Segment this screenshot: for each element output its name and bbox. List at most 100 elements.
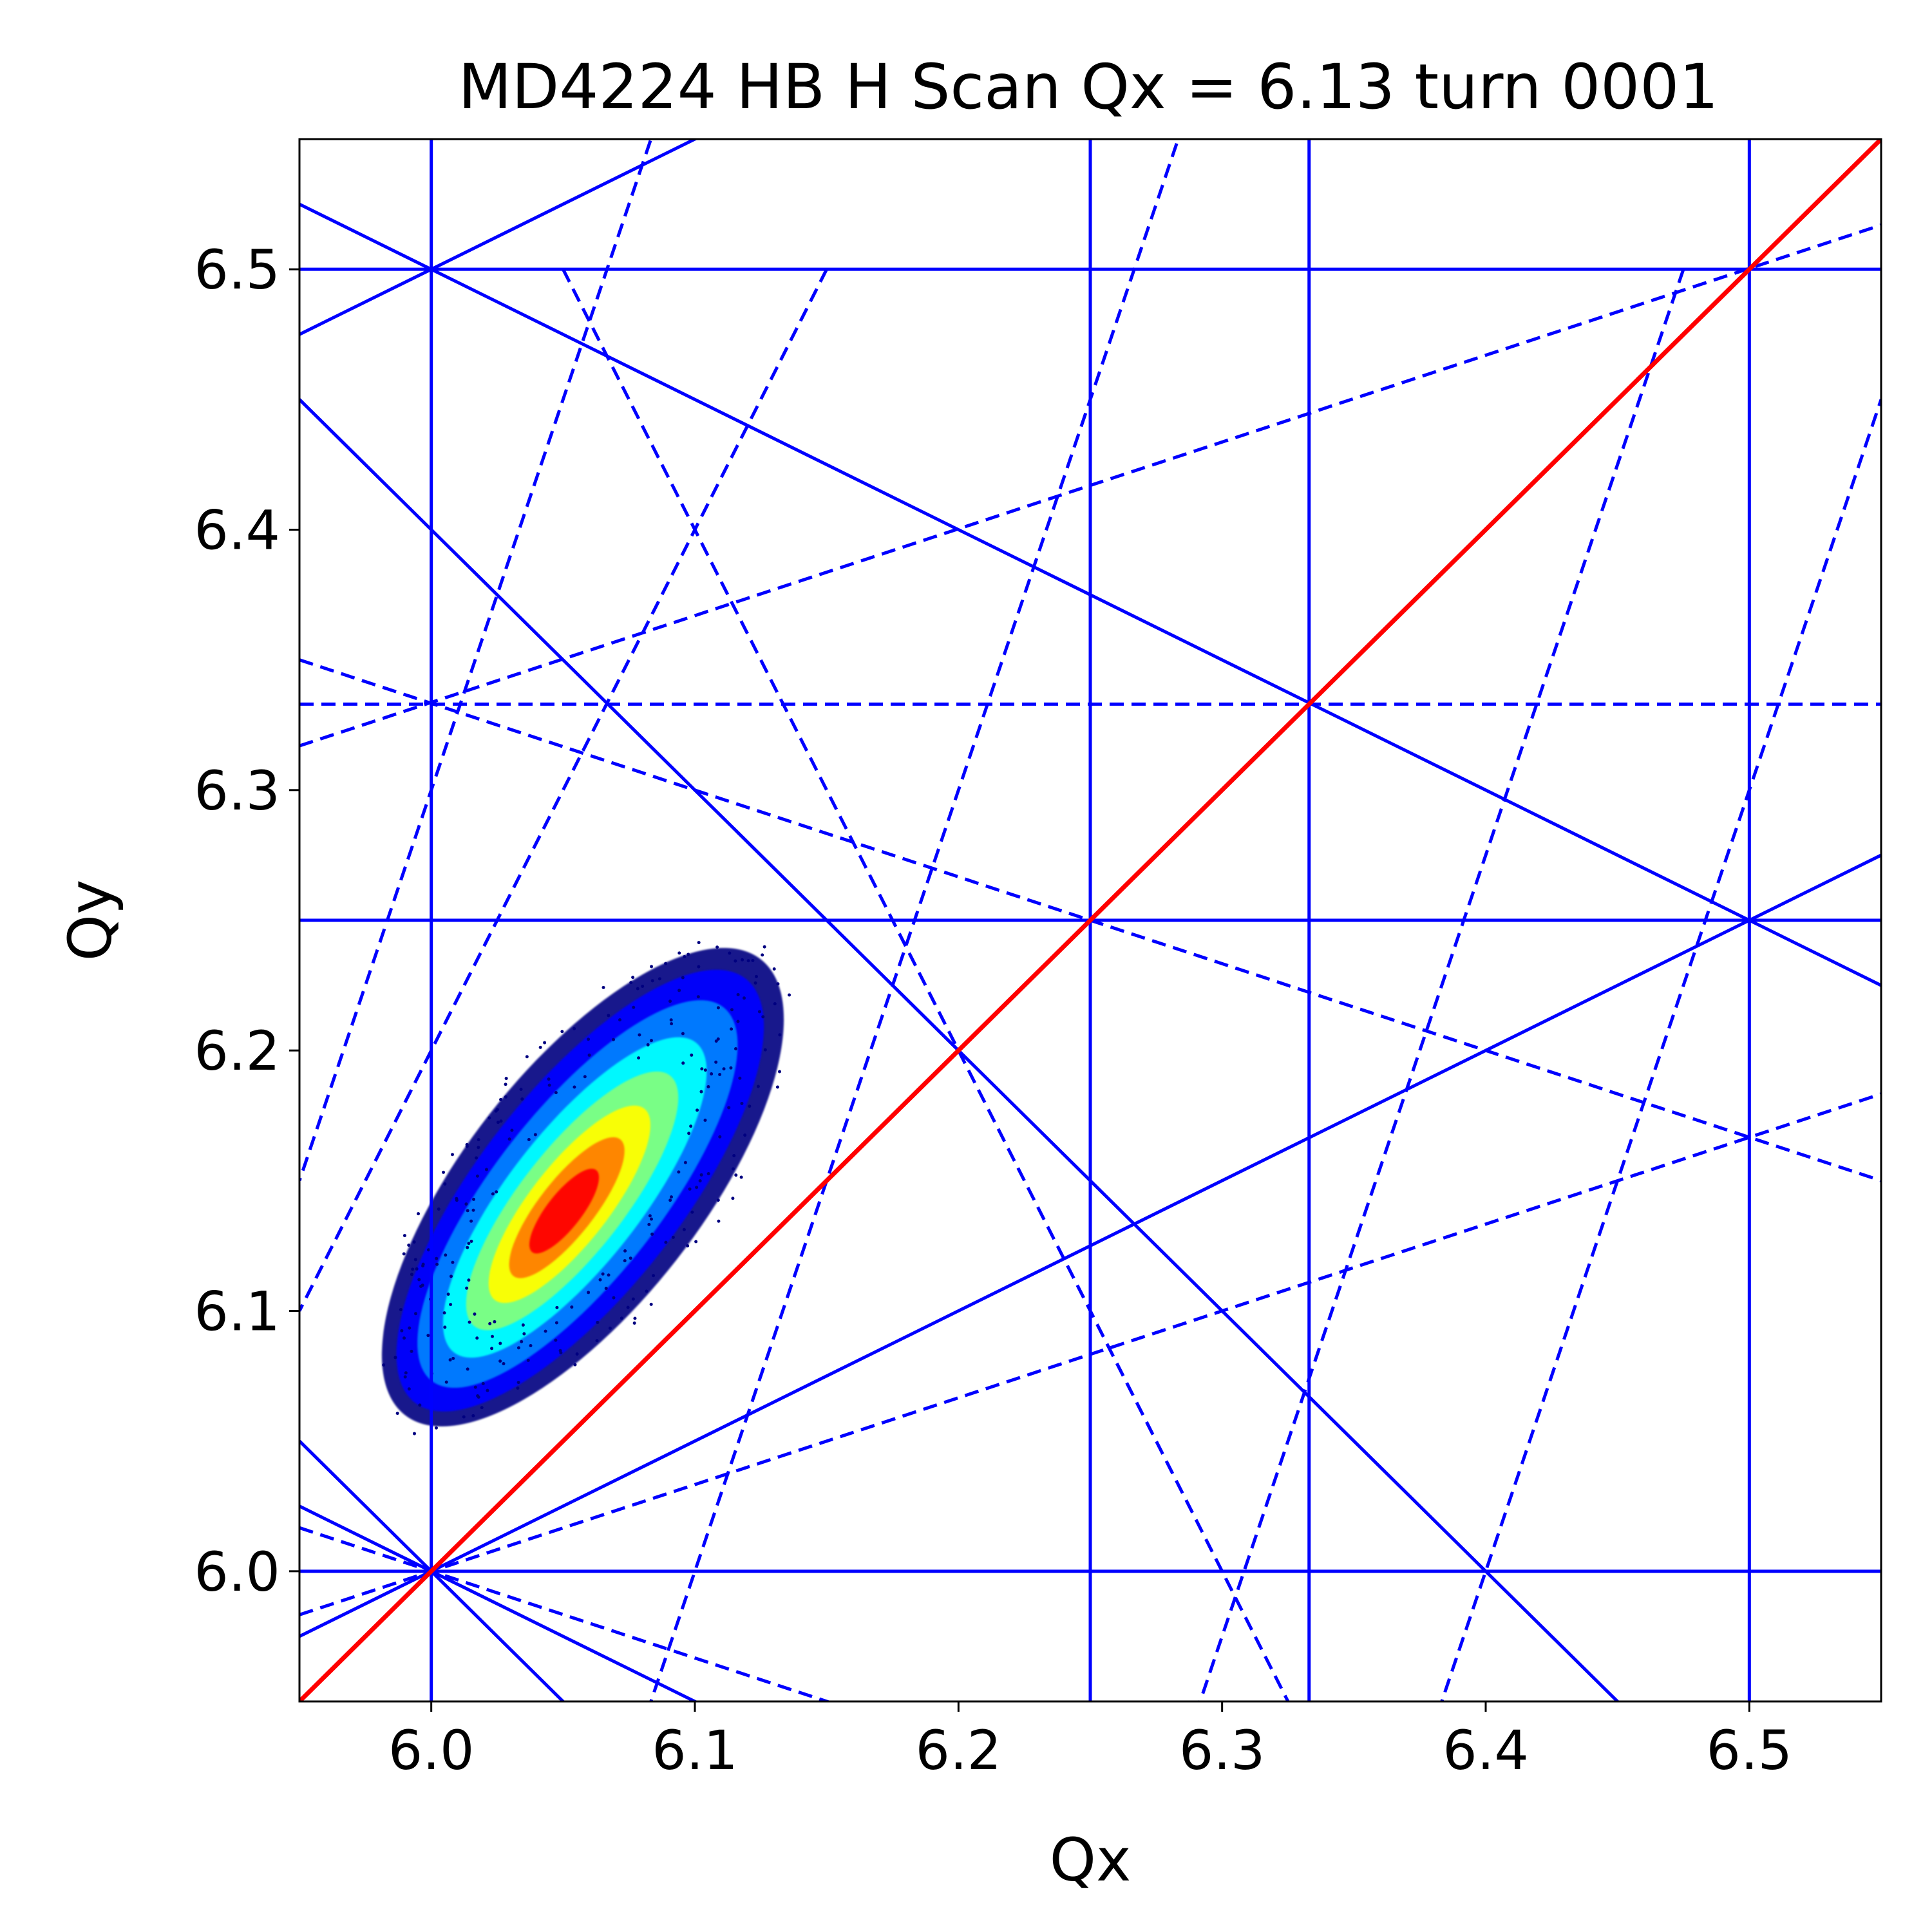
- density-point: [395, 1412, 399, 1416]
- density-point: [466, 1209, 469, 1213]
- density-point: [646, 1043, 650, 1046]
- density-contour: [529, 1168, 600, 1254]
- density-point: [413, 1312, 417, 1316]
- density-point: [736, 993, 740, 997]
- density-point: [608, 1326, 612, 1330]
- density-point: [493, 1320, 497, 1323]
- density-point: [477, 1138, 480, 1142]
- density-point: [670, 1022, 674, 1026]
- density-point: [668, 1198, 672, 1202]
- density-point: [490, 1347, 494, 1350]
- density-point: [756, 1084, 760, 1088]
- density-point: [697, 965, 701, 969]
- y-tick-label: 6.4: [194, 499, 280, 562]
- density-point: [681, 1061, 685, 1065]
- resonance-line-solid: [299, 139, 699, 336]
- density-point: [731, 1197, 735, 1200]
- density-point: [527, 1137, 531, 1141]
- density-point: [573, 1363, 577, 1367]
- density-point: [716, 1198, 720, 1202]
- density-point: [496, 1121, 500, 1124]
- density-point: [407, 1244, 411, 1247]
- density-point: [757, 1010, 761, 1014]
- density-point: [507, 1137, 511, 1141]
- density-point: [465, 1142, 469, 1146]
- density-point: [607, 1273, 611, 1277]
- density-point: [494, 1109, 498, 1113]
- x-tick-label: 6.5: [1707, 1719, 1793, 1782]
- density-point: [761, 953, 764, 957]
- resonance-line-solid: [299, 853, 1881, 1638]
- density-point: [637, 1056, 641, 1060]
- density-point: [776, 982, 780, 986]
- density-point: [558, 1349, 562, 1352]
- density-point: [510, 1128, 514, 1132]
- density-point: [690, 1210, 694, 1214]
- density-point: [529, 1343, 533, 1347]
- x-axis-label: Qx: [1050, 1826, 1132, 1895]
- density-point: [587, 1053, 591, 1057]
- density-point: [516, 1381, 520, 1385]
- x-tick-label: 6.0: [388, 1719, 475, 1782]
- density-point: [575, 1352, 579, 1356]
- density-point: [499, 1119, 503, 1123]
- density-point: [717, 1219, 721, 1223]
- density-point: [601, 1272, 605, 1276]
- density-point: [521, 1323, 525, 1327]
- y-tick-label: 6.5: [194, 238, 280, 301]
- density-point: [648, 1214, 652, 1218]
- density-point: [475, 1336, 479, 1340]
- density-point: [498, 1359, 502, 1363]
- density-point: [690, 1053, 694, 1057]
- density-point: [612, 1296, 616, 1300]
- density-point: [554, 1338, 558, 1342]
- density-point: [598, 1278, 602, 1282]
- density-point: [418, 1403, 422, 1407]
- density-point: [462, 1415, 466, 1419]
- density-point: [788, 993, 791, 997]
- density-point: [403, 1375, 407, 1379]
- density-point: [526, 1358, 530, 1362]
- density-point: [694, 1240, 698, 1244]
- resonance-line-dashed: [1198, 269, 1685, 1701]
- density-point: [683, 1160, 687, 1164]
- density-point: [451, 1260, 455, 1264]
- density-point: [393, 1356, 397, 1359]
- density-point: [443, 1182, 447, 1186]
- density-point: [570, 1305, 574, 1309]
- density-point: [650, 1232, 654, 1236]
- density-point: [399, 1308, 402, 1312]
- density-point: [415, 1267, 419, 1271]
- density-point: [739, 1175, 743, 1179]
- density-point: [706, 1085, 710, 1089]
- density-point: [488, 1321, 492, 1325]
- density-point: [502, 1361, 506, 1365]
- density-point: [426, 1334, 430, 1338]
- density-point: [746, 959, 750, 963]
- density-point: [703, 1119, 707, 1122]
- density-point: [734, 959, 737, 963]
- density-point: [426, 1248, 430, 1252]
- resonance-line-dashed: [299, 269, 828, 1312]
- density-point: [442, 1170, 446, 1174]
- density-point: [688, 1187, 692, 1191]
- density-point: [495, 1190, 498, 1194]
- density-point: [443, 1325, 447, 1329]
- density-point: [473, 1385, 477, 1389]
- density-point: [573, 1027, 576, 1030]
- density-point: [473, 1312, 477, 1316]
- density-point: [632, 1321, 636, 1325]
- density-point: [623, 1259, 627, 1263]
- y-tick-label: 6.0: [194, 1540, 280, 1604]
- density-point: [481, 1381, 485, 1385]
- density-point: [754, 974, 758, 978]
- density-point: [451, 1356, 455, 1360]
- plot-area: [299, 139, 1881, 1701]
- density-point: [677, 1170, 681, 1174]
- y-tick-label: 6.3: [194, 759, 280, 822]
- density-point: [629, 981, 633, 985]
- density-point: [700, 1067, 704, 1071]
- density-point: [699, 1090, 703, 1094]
- density-point: [522, 1332, 526, 1336]
